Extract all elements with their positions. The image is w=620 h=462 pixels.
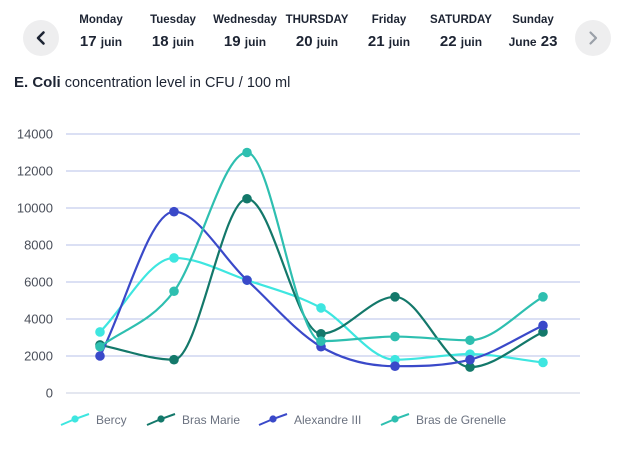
day-name: Tuesday <box>150 14 196 26</box>
day-name: SATURDAY <box>430 14 492 26</box>
data-point-bras-marie <box>242 193 252 204</box>
legend-line-icon <box>146 413 176 426</box>
legend-line-icon <box>60 413 90 426</box>
data-point-bras-marie <box>390 292 400 302</box>
day-date: 21 juin <box>344 33 434 51</box>
data-point-alexandre-iii <box>95 351 105 361</box>
day-number: 19 <box>223 33 241 50</box>
data-point-alexandre-iii <box>390 361 400 371</box>
chart-title: E. Coli concentration level in CFU / 100… <box>14 74 290 91</box>
day-date: June 23 <box>488 33 578 51</box>
y-tick-label: 10000 <box>17 201 53 216</box>
legend-label: Alexandre III <box>294 413 362 427</box>
data-point-alexandre-iii <box>169 206 179 217</box>
data-point-bras-de-grenelle <box>242 147 252 158</box>
data-point-alexandre-iii <box>538 320 548 331</box>
data-point-bercy <box>169 253 179 263</box>
chart-title-strong: E. Coli <box>14 74 61 91</box>
data-point-alexandre-iii <box>242 275 252 285</box>
y-tick-label: 2000 <box>24 349 53 364</box>
data-point-bercy <box>538 357 548 368</box>
day-date: 22 juin <box>416 33 506 51</box>
legend-item-bras-de-grenelle[interactable]: Bras de Grenelle <box>380 410 506 430</box>
day-number: 20 <box>295 33 313 50</box>
data-point-bras-de-grenelle <box>316 336 326 347</box>
day-month: juin <box>100 35 123 49</box>
day-month: juin <box>244 35 267 49</box>
data-point-bras-de-grenelle <box>169 286 179 297</box>
day-number: 17 <box>79 33 97 50</box>
y-tick-label: 4000 <box>24 312 53 327</box>
data-point-bercy <box>95 327 105 337</box>
legend-item-bercy[interactable]: Bercy <box>60 410 127 430</box>
day-number: 18 <box>151 33 169 50</box>
chart-title-rest: concentration level in CFU / 100 ml <box>60 75 291 91</box>
data-point-bras-de-grenelle <box>465 335 475 346</box>
day-date: 17 juin <box>56 33 146 51</box>
data-point-bras-marie <box>316 329 326 339</box>
day-month: juin <box>172 35 195 49</box>
day-name: Monday <box>79 14 123 26</box>
day-tab-17[interactable]: Monday 17 juin <box>56 12 146 51</box>
y-tick-label: 8000 <box>24 238 53 253</box>
day-tab-21[interactable]: Friday 21 juin <box>344 12 434 51</box>
day-date: 18 juin <box>128 33 218 51</box>
day-name: THURSDAY <box>285 14 349 26</box>
day-name: Friday <box>371 14 407 26</box>
legend-label: Bercy <box>96 413 127 427</box>
data-point-bercy <box>316 303 326 313</box>
day-tab-20[interactable]: THURSDAY 20 juin <box>272 12 362 51</box>
day-name: Wednesday <box>213 14 277 26</box>
day-tab-19[interactable]: Wednesday 19 juin <box>200 12 290 51</box>
legend-label: Bras Marie <box>182 413 241 427</box>
y-tick-label: 0 <box>46 386 53 401</box>
data-point-bras-de-grenelle <box>95 341 105 352</box>
y-tick-label: 14000 <box>17 127 53 142</box>
day-month: June <box>508 35 537 49</box>
series-line-bras-de-grenelle <box>98 151 545 348</box>
day-date: 19 juin <box>200 33 290 51</box>
chevron-right-icon <box>589 31 598 45</box>
data-point-alexandre-iii <box>465 354 475 365</box>
previous-week-button[interactable] <box>23 20 59 56</box>
legend-line-icon <box>380 413 410 426</box>
day-month: juin <box>316 35 339 49</box>
y-tick-label: 12000 <box>17 164 53 179</box>
data-point-bras-marie <box>465 362 475 372</box>
legend-item-bras-marie[interactable]: Bras Marie <box>146 410 240 430</box>
data-point-bras-de-grenelle <box>538 292 548 302</box>
legend-line-icon <box>258 413 288 426</box>
day-name: Sunday <box>512 14 554 26</box>
y-tick-label: 6000 <box>24 275 53 290</box>
data-point-bras-marie <box>169 354 179 365</box>
data-point-bras-de-grenelle <box>390 331 400 342</box>
legend-item-alexandre-iii[interactable]: Alexandre III <box>258 410 361 430</box>
day-tab-22[interactable]: SATURDAY 22 juin <box>416 12 506 51</box>
chevron-left-icon <box>36 31 45 45</box>
day-month: juin <box>460 35 483 49</box>
day-month: juin <box>388 35 411 49</box>
day-number: 23 <box>540 33 558 50</box>
chart-legend: Bercy Bras Marie Alexandre III Bras de Gren… <box>0 410 620 430</box>
day-tab-23[interactable]: Sunday June 23 <box>488 12 578 51</box>
day-number: 21 <box>367 33 385 50</box>
legend-label: Bras de Grenelle <box>416 413 507 427</box>
next-week-button[interactable] <box>575 20 611 56</box>
day-number: 22 <box>439 33 457 50</box>
day-date: 20 juin <box>272 33 362 51</box>
day-tab-18[interactable]: Tuesday 18 juin <box>128 12 218 51</box>
